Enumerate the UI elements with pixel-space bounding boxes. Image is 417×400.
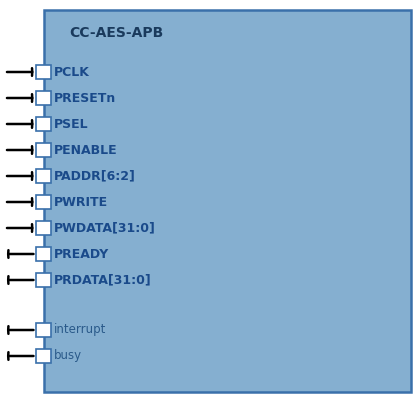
Bar xyxy=(36,195,51,209)
Text: PRDATA[31:0]: PRDATA[31:0] xyxy=(54,274,152,286)
Text: PWRITE: PWRITE xyxy=(54,196,108,208)
Text: PCLK: PCLK xyxy=(54,66,90,78)
Text: interrupt: interrupt xyxy=(54,324,107,336)
Text: PADDR[6:2]: PADDR[6:2] xyxy=(54,170,136,182)
Text: PREADY: PREADY xyxy=(54,248,109,260)
Bar xyxy=(36,273,51,287)
Text: PSEL: PSEL xyxy=(54,118,89,130)
Bar xyxy=(36,349,51,363)
Text: PENABLE: PENABLE xyxy=(54,144,118,156)
Bar xyxy=(36,117,51,131)
Bar xyxy=(36,65,51,79)
Text: PRESETn: PRESETn xyxy=(54,92,116,104)
Text: PWDATA[31:0]: PWDATA[31:0] xyxy=(54,222,156,234)
Bar xyxy=(36,323,51,337)
Bar xyxy=(36,91,51,105)
Bar xyxy=(36,169,51,183)
Text: busy: busy xyxy=(54,350,82,362)
FancyBboxPatch shape xyxy=(44,10,411,392)
Bar xyxy=(36,221,51,235)
Bar xyxy=(36,247,51,261)
Bar xyxy=(36,143,51,157)
Text: CC-AES-APB: CC-AES-APB xyxy=(69,26,163,40)
